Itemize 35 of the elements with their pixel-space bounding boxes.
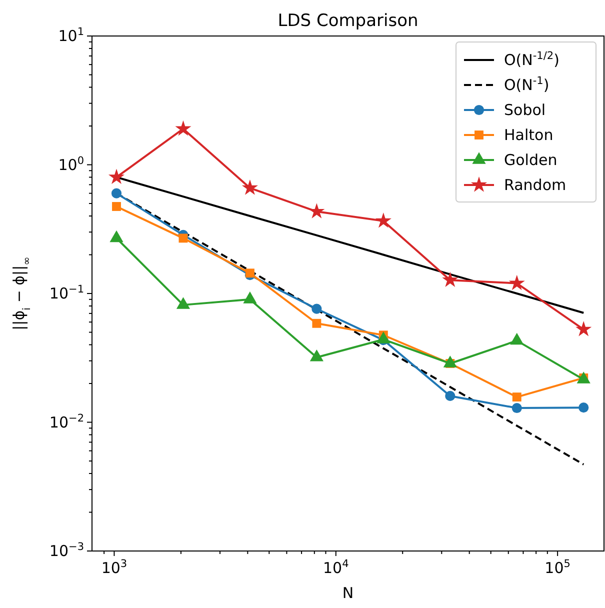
- point: [578, 402, 589, 413]
- y-tick-label: 10$^{0}$: [58, 154, 84, 174]
- legend-label: O(N$^{-1}$): [504, 75, 550, 94]
- point: [442, 272, 458, 287]
- point: [111, 188, 122, 198]
- point: [108, 168, 125, 184]
- point: [512, 402, 522, 414]
- legend-label: Golden: [504, 151, 558, 169]
- point: [110, 230, 124, 242]
- point: [112, 202, 121, 211]
- point: [312, 318, 322, 328]
- point: [312, 304, 322, 314]
- x-axis-title: N: [342, 584, 354, 602]
- legend-label: O(N$^{-1/2}$): [504, 50, 560, 69]
- point: [308, 203, 325, 218]
- point: [175, 120, 192, 136]
- point: [178, 234, 188, 243]
- chart-title: LDS Comparison: [278, 11, 418, 31]
- point: [508, 274, 525, 290]
- y-tick-label: 10$^{−1}$: [49, 284, 84, 302]
- y-tick-label: 10$^{−2}$: [49, 412, 84, 432]
- point: [242, 180, 258, 195]
- point: [576, 320, 592, 336]
- legend-label: Random: [504, 176, 566, 194]
- y-tick-label: 10$^{1}$: [58, 26, 84, 45]
- y-tick-label: 10$^{−3}$: [49, 541, 84, 560]
- x-tick-label: 10$^{4}$: [322, 558, 350, 577]
- point: [245, 268, 254, 278]
- x-tick-label: 10$^{3}$: [101, 558, 128, 577]
- point: [375, 212, 392, 228]
- legend-label: Halton: [504, 126, 554, 144]
- point: [445, 390, 456, 402]
- legend-label: Sobol: [504, 101, 546, 119]
- point: [512, 392, 522, 402]
- x-tick-label: 10$^{5}$: [544, 558, 570, 577]
